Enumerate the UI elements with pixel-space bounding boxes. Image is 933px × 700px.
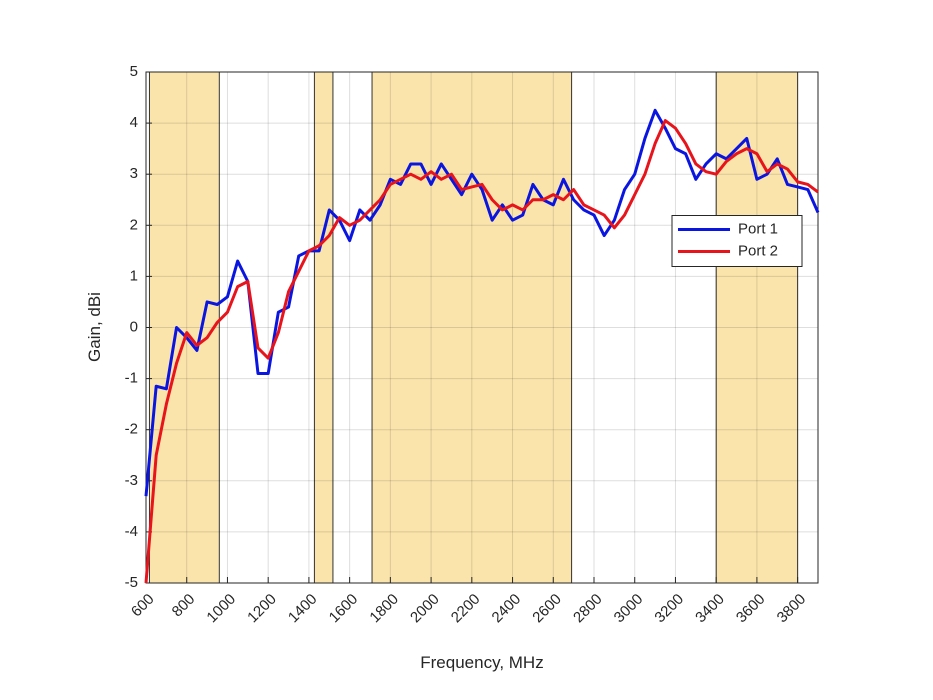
x-tick-label: 3000 [611, 591, 647, 627]
plot-frame [145, 71, 819, 584]
x-tick-label: 600 [128, 591, 158, 621]
y-tick-label: -3 [125, 472, 138, 489]
y-tick-label: 5 [130, 63, 138, 80]
x-tick-label: 1400 [285, 591, 321, 627]
x-axis-label: Frequency, MHz [420, 653, 543, 672]
x-tick-label: 2600 [529, 591, 565, 627]
x-tick-label: 2200 [448, 591, 484, 627]
legend-label: Port 2 [738, 242, 778, 259]
y-tick-label: -5 [125, 574, 138, 591]
x-tick-label: 800 [169, 591, 199, 621]
x-tick-label: 1000 [203, 591, 239, 627]
x-tick-label: 1200 [244, 591, 280, 627]
y-tick-label: 4 [130, 114, 138, 131]
series-line [144, 108, 820, 497]
x-tick-label: 3400 [692, 591, 728, 627]
band [148, 71, 220, 584]
y-tick-label: -2 [125, 421, 138, 438]
y-tick-label: 1 [130, 267, 138, 284]
y-tick-label: 0 [130, 318, 138, 335]
x-tick-label: 2400 [489, 591, 525, 627]
series-line [144, 119, 819, 584]
y-axis-label: Gain, dBi [85, 292, 104, 362]
x-tick-label: 2800 [570, 591, 606, 627]
legend-label: Port 1 [738, 220, 778, 237]
y-tick-label: 2 [130, 216, 138, 233]
x-tick-label: 2000 [407, 591, 443, 627]
y-tick-label: 3 [130, 165, 138, 182]
legend: Port 1 Port 2 [671, 215, 803, 267]
legend-box [671, 215, 803, 267]
x-tick-label: 3600 [733, 591, 769, 627]
y-tick-label: -4 [125, 523, 138, 540]
x-tick-label: 1600 [326, 591, 362, 627]
x-tick-label: 1800 [366, 591, 402, 627]
x-tick-label: 3200 [651, 591, 687, 627]
x-tick-label: 3800 [774, 591, 810, 627]
y-tick-label: -1 [125, 370, 138, 387]
